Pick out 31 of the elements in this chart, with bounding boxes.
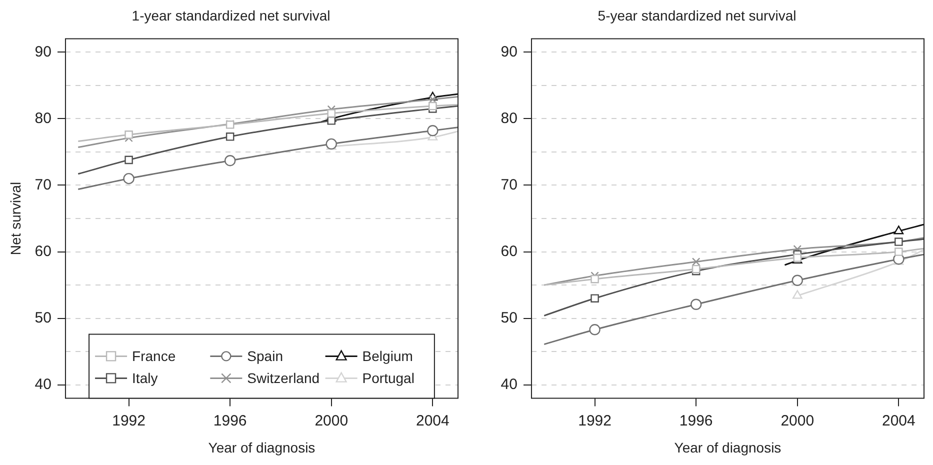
x-axis-title: Year of diagnosis (208, 439, 316, 456)
y-tick-label: 50 (34, 309, 52, 326)
x-tick-label: 1996 (679, 412, 713, 430)
x-axis-title: Year of diagnosis (674, 439, 782, 456)
y-tick-label: 40 (500, 376, 518, 394)
legend-label: Italy (132, 370, 158, 386)
y-tick-label: 60 (34, 242, 52, 260)
y-tick-label: 90 (34, 43, 52, 60)
legend-label: Belgium (362, 348, 413, 364)
x-tick-label: 2000 (314, 412, 348, 430)
x-tick-label: 1996 (213, 412, 247, 430)
legend-label: Switzerland (247, 370, 320, 386)
x-tick-label: 2004 (882, 412, 916, 430)
y-tick-label: 80 (500, 110, 518, 127)
y-axis-title: Net survival (7, 182, 24, 256)
y-tick-label: 50 (500, 309, 518, 326)
y-tick-label: 70 (34, 176, 52, 194)
x-tick-label: 1992 (578, 412, 612, 430)
legend-label: France (132, 348, 176, 364)
y-tick-label: 70 (500, 176, 518, 194)
x-tick-label: 2004 (416, 412, 450, 430)
y-tick-label: 90 (500, 43, 518, 60)
y-tick-label: 40 (34, 376, 52, 394)
x-tick-label: 1992 (112, 412, 146, 430)
chart-title: 5-year standardized net survival (598, 7, 796, 24)
legend-label: Spain (247, 348, 283, 364)
chart-title: 1-year standardized net survival (132, 7, 330, 24)
x-tick-label: 2000 (780, 412, 814, 430)
legend-label: Portugal (362, 370, 414, 386)
y-tick-label: 80 (34, 110, 52, 127)
y-tick-label: 60 (500, 242, 518, 260)
